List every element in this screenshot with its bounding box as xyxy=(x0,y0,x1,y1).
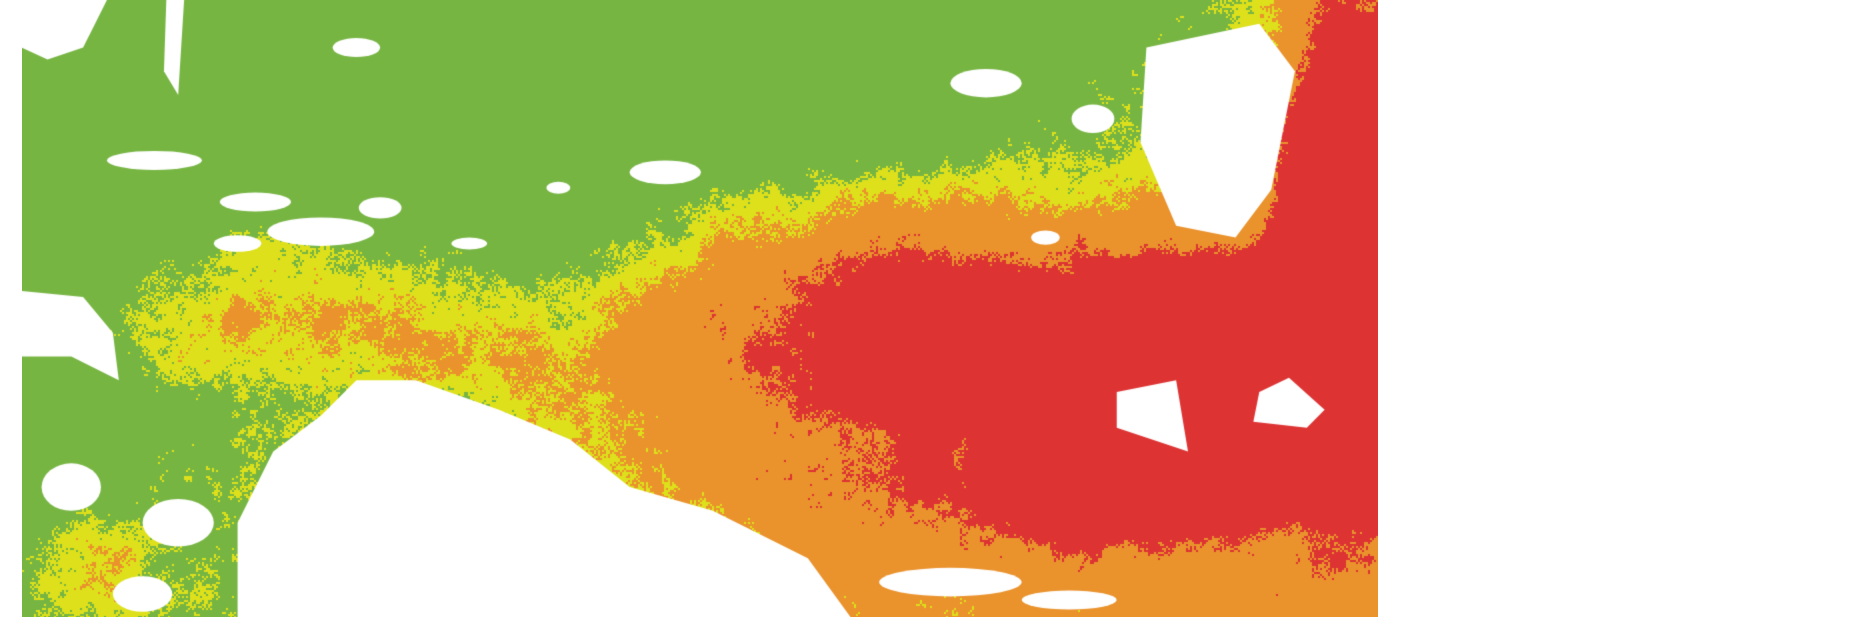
classified-raster-map xyxy=(22,0,1378,617)
